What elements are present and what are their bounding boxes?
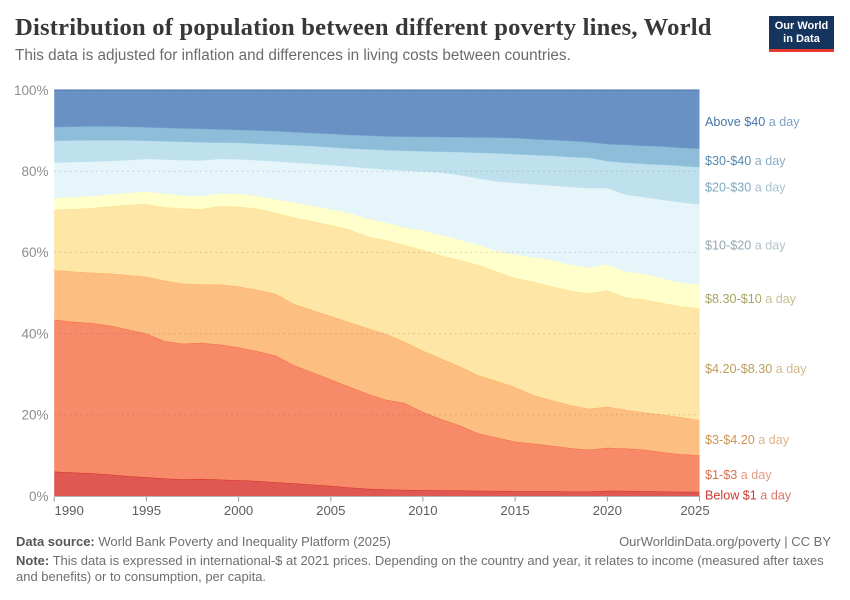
svg-text:20%: 20% [21,408,48,423]
svg-text:$10-$20 a day: $10-$20 a day [705,238,786,252]
svg-text:1995: 1995 [132,503,161,518]
svg-text:$20-$30 a day: $20-$30 a day [705,180,786,194]
svg-text:$3-$4.20 a day: $3-$4.20 a day [705,433,790,447]
svg-text:2010: 2010 [408,503,437,518]
svg-text:1990: 1990 [55,503,84,518]
svg-text:2005: 2005 [316,503,345,518]
svg-text:2000: 2000 [224,503,253,518]
svg-text:2020: 2020 [593,503,622,518]
svg-text:$1-$3 a day: $1-$3 a day [705,468,772,482]
svg-text:100%: 100% [14,83,49,98]
svg-text:2015: 2015 [500,503,529,518]
svg-text:Below $1 a day: Below $1 a day [705,488,792,502]
svg-text:60%: 60% [21,245,48,260]
svg-text:80%: 80% [21,164,48,179]
svg-text:40%: 40% [21,326,48,341]
svg-text:2025: 2025 [680,503,709,518]
svg-text:$8.30-$10 a day: $8.30-$10 a day [705,292,797,306]
svg-text:0%: 0% [29,489,49,504]
svg-text:$30-$40 a day: $30-$40 a day [705,154,786,168]
svg-text:Above $40 a day: Above $40 a day [705,115,800,129]
svg-text:$4.20-$8.30 a day: $4.20-$8.30 a day [705,362,807,376]
